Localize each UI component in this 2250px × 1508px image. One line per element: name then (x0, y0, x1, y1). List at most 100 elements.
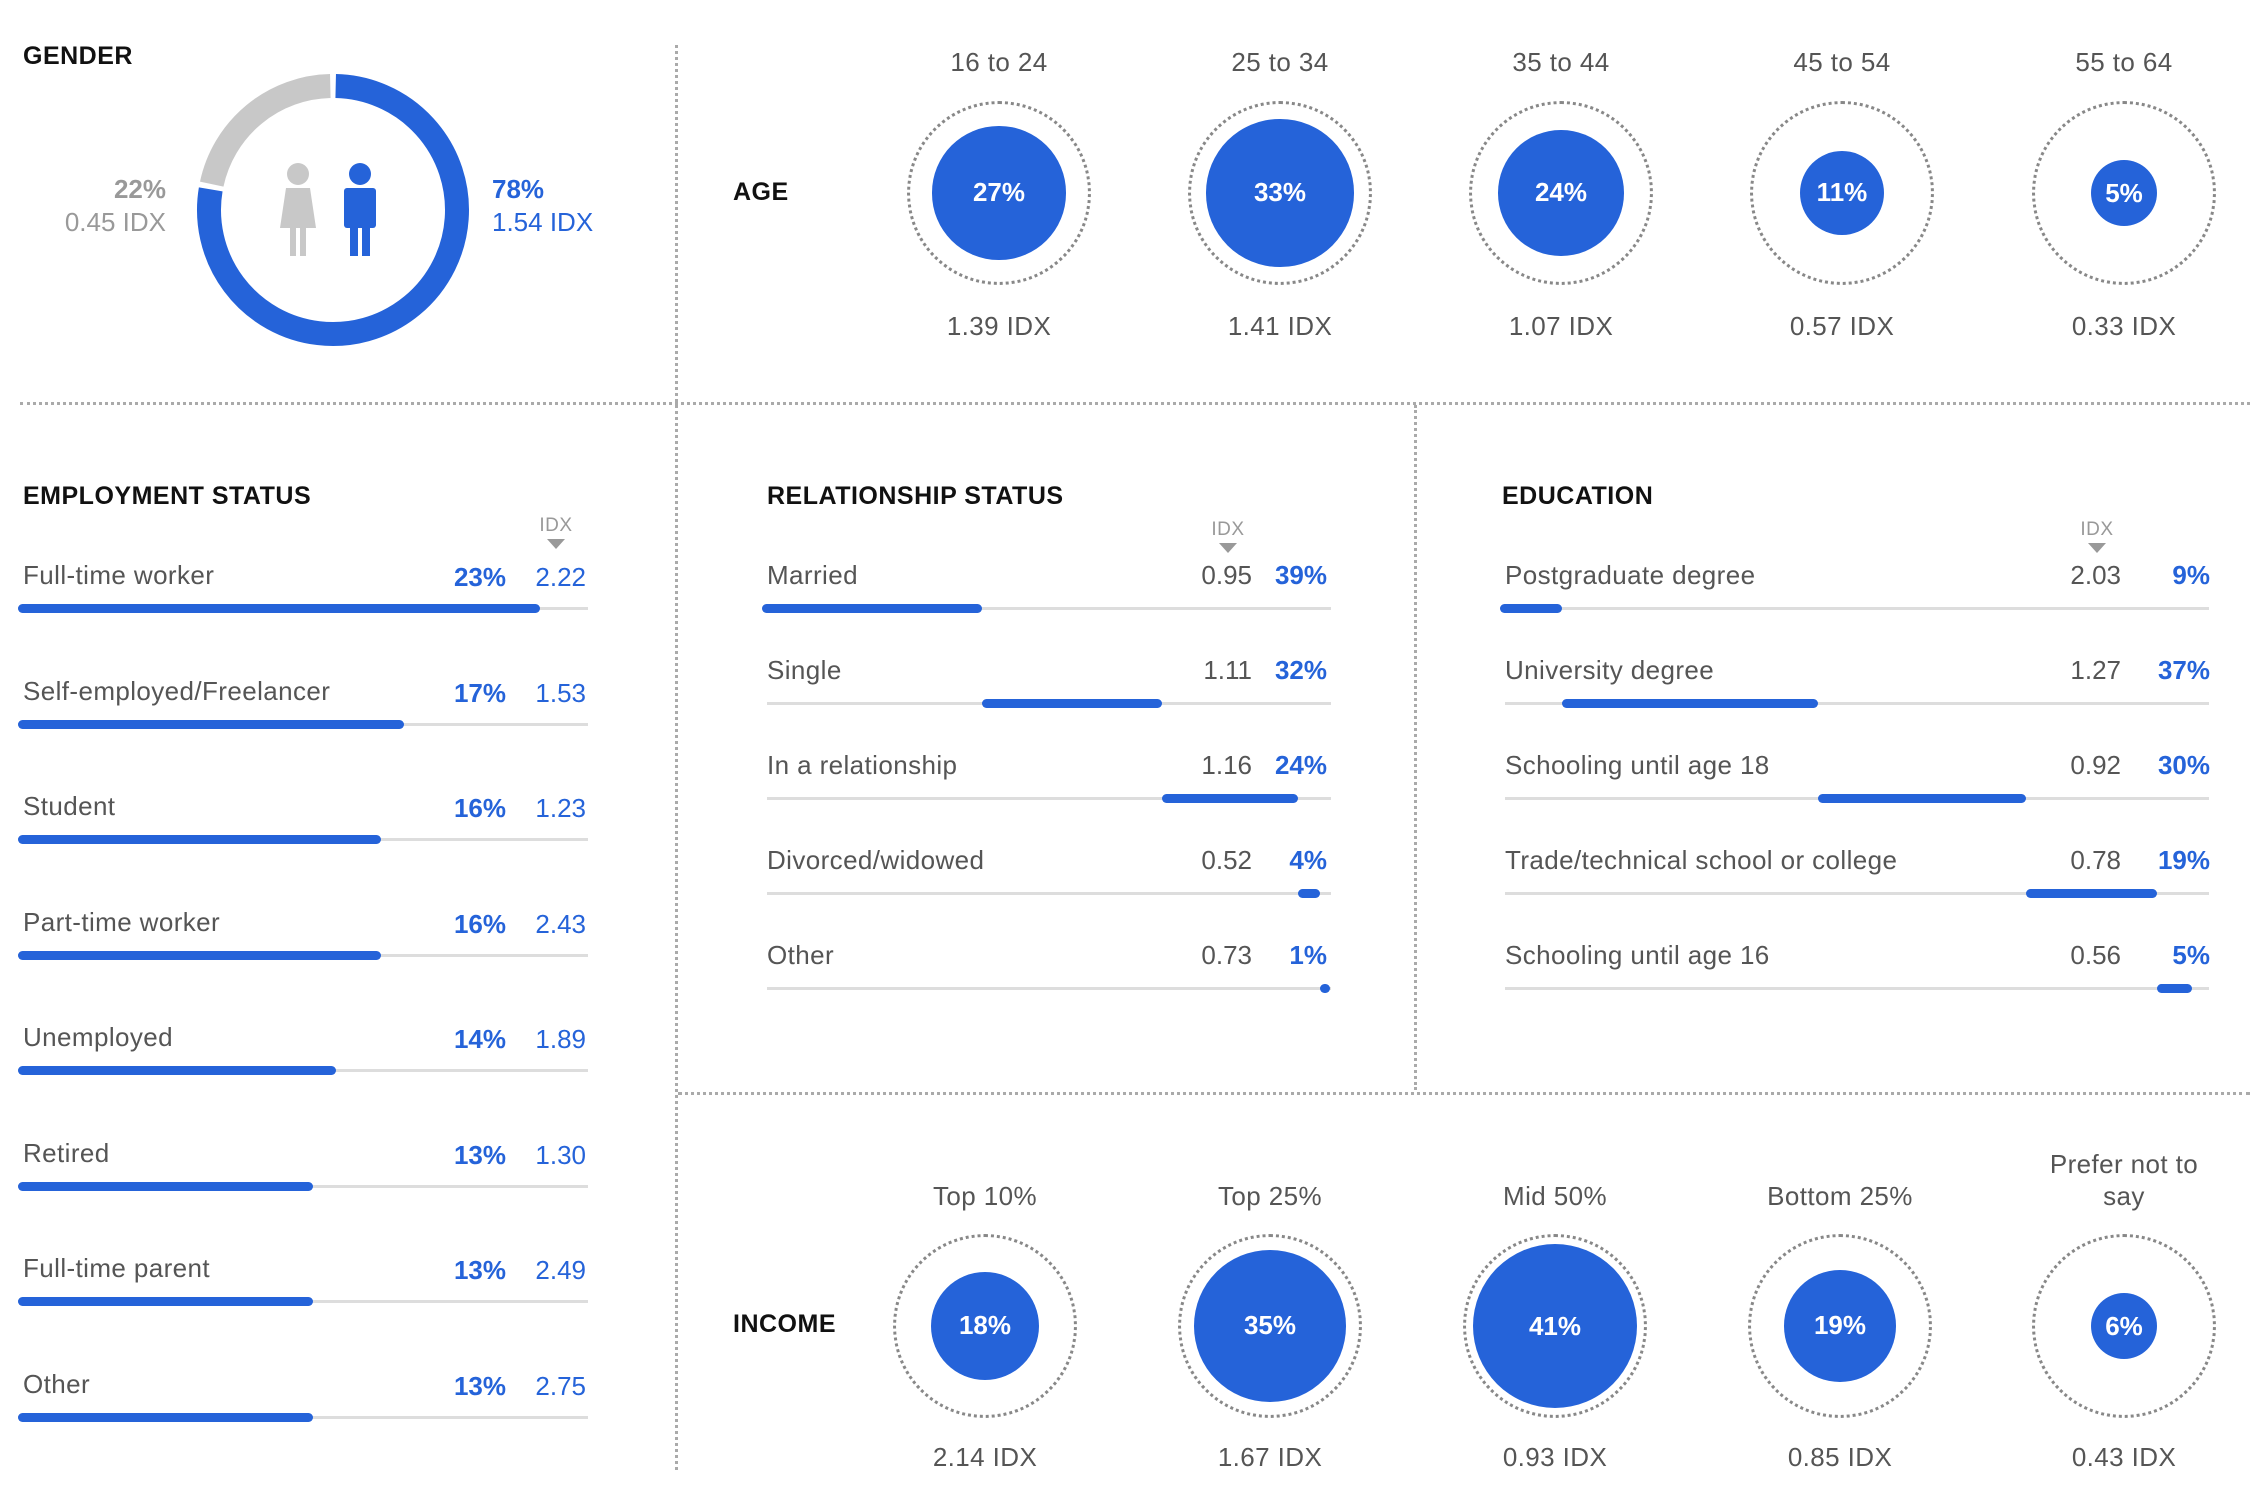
relationship-row-label: Divorced/widowed (767, 845, 985, 875)
relationship-row-label: Other (767, 940, 835, 970)
relationship-row-bar (981, 699, 1163, 708)
employment-title: EMPLOYMENT STATUS (23, 482, 312, 510)
male-slice (197, 74, 469, 346)
employment-row-percent: 23% (453, 562, 506, 592)
employment-row-bar (18, 1297, 314, 1306)
relationship-row-percent: 1% (1289, 940, 1327, 970)
age-ring (907, 101, 1091, 285)
education-row-label: Schooling until age 16 (1505, 940, 1770, 970)
education-row-percent: 5% (2172, 940, 2210, 970)
female-idx: 0.45 IDX (64, 207, 166, 237)
income-bubble: 18% (930, 1271, 1040, 1381)
relationship-row-bar (1162, 794, 1298, 803)
employment-row-percent: 13% (453, 1255, 506, 1285)
education-row-track (1505, 702, 2209, 705)
income-ring (1178, 1234, 1362, 1418)
education-row-track (1505, 987, 2209, 990)
relationship-row-idx: 0.95 (1201, 560, 1252, 590)
employment-row-idx: 1.89 (535, 1024, 586, 1054)
employment-row-percent: 16% (453, 793, 506, 823)
income-idx-label: 1.67 IDX (1217, 1442, 1323, 1472)
income-category-label: Bottom 25% (1767, 1181, 1913, 1211)
employment-row-percent: 14% (453, 1024, 506, 1054)
age-bubble: 11% (1799, 150, 1885, 236)
education-row-bar (1562, 699, 1819, 708)
employment-row-bar (18, 604, 540, 613)
employment-row-idx: 2.49 (535, 1255, 586, 1285)
relationship-row-bar (762, 604, 982, 613)
income-idx-label: 0.85 IDX (1787, 1442, 1893, 1472)
education-row-label: Postgraduate degree (1505, 560, 1756, 590)
relationship-row-idx: 1.16 (1201, 750, 1252, 780)
relationship-row-bar (1297, 889, 1321, 898)
age-title: AGE (733, 178, 789, 206)
education-row-percent: 19% (2157, 845, 2210, 875)
female-percent: 22% (113, 174, 166, 204)
education-row-bar (2157, 984, 2192, 993)
income-category-label: Prefer not to say (2049, 1149, 2199, 1211)
education-row-percent: 9% (2172, 560, 2210, 590)
male-idx: 1.54 IDX (492, 207, 594, 237)
education-row-bar (2025, 889, 2158, 898)
divider-top (20, 402, 2250, 405)
education-row-bar (1500, 604, 1563, 613)
relationship-row-track (767, 797, 1331, 800)
employment-idx-header-text: IDX (539, 515, 573, 536)
education-row-idx: 1.27 (2070, 655, 2121, 685)
relationship-row-label: Married (767, 560, 858, 590)
relationship-row-idx: 1.11 (1203, 655, 1252, 685)
education-row-percent: 37% (2157, 655, 2210, 685)
employment-row-label: Unemployed (23, 1022, 173, 1052)
education-row-idx: 2.03 (2070, 560, 2121, 590)
age-bubble: 33% (1206, 119, 1354, 267)
age-category-label: 35 to 44 (1512, 47, 1610, 77)
sort-arrow-icon (2088, 543, 2106, 553)
relationship-idx-header-text: IDX (1211, 519, 1245, 540)
income-idx-label: 2.14 IDX (932, 1442, 1038, 1472)
age-bubble: 24% (1498, 130, 1624, 256)
income-ring (893, 1234, 1077, 1418)
employment-row-percent: 13% (453, 1370, 506, 1401)
age-bubble: 5% (2091, 160, 2157, 226)
divider-middle (678, 1092, 2250, 1095)
employment-row-label: Other (23, 1368, 91, 1399)
education-row-idx: 0.92 (2070, 750, 2121, 780)
relationship-row-percent: 32% (1274, 655, 1327, 685)
relationship-row-idx: 0.52 (1201, 845, 1252, 875)
relationship-row-track (767, 987, 1331, 990)
education-row-percent: 30% (2157, 750, 2210, 780)
education-row-idx: 0.56 (2070, 940, 2121, 970)
education-row-label: Schooling until age 18 (1505, 750, 1770, 780)
relationship-row-percent: 39% (1274, 560, 1327, 590)
relationship-idx-header: IDX (1198, 519, 1258, 553)
gender-title: GENDER (23, 42, 133, 70)
sort-arrow-icon (1219, 543, 1237, 553)
employment-idx-header: IDX (526, 515, 586, 549)
gender-donut-chart (197, 74, 469, 346)
income-category-label: Mid 50% (1503, 1181, 1607, 1211)
age-ring (2032, 101, 2216, 285)
relationship-row-bar (1320, 984, 1331, 993)
divider-left (675, 45, 678, 1470)
income-idx-label: 0.43 IDX (2071, 1442, 2177, 1472)
age-category-label: 16 to 24 (950, 47, 1048, 77)
age-idx-label: 0.57 IDX (1789, 311, 1895, 341)
relationship-row-percent: 24% (1274, 750, 1327, 780)
education-row-track (1505, 607, 2209, 610)
income-bubble: 6% (2091, 1293, 2157, 1359)
employment-row-bar (18, 1412, 314, 1422)
education-row-label: Trade/technical school or college (1505, 845, 1898, 875)
age-idx-label: 1.41 IDX (1227, 311, 1333, 341)
income-ring (1748, 1234, 1932, 1418)
relationship-row-label: Single (767, 655, 842, 685)
employment-row-idx: 2.22 (535, 562, 586, 592)
income-category-label: Top 25% (1218, 1181, 1322, 1211)
employment-row-label: Retired (23, 1137, 110, 1168)
relationship-row-track (767, 892, 1331, 895)
income-bubble: 35% (1194, 1250, 1346, 1402)
education-row-bar (1818, 794, 2026, 803)
relationship-row-track (767, 607, 1331, 610)
relationship-row-idx: 0.73 (1201, 940, 1252, 970)
relationship-title: RELATIONSHIP STATUS (767, 482, 1064, 510)
employment-row-label: Student (23, 791, 116, 821)
